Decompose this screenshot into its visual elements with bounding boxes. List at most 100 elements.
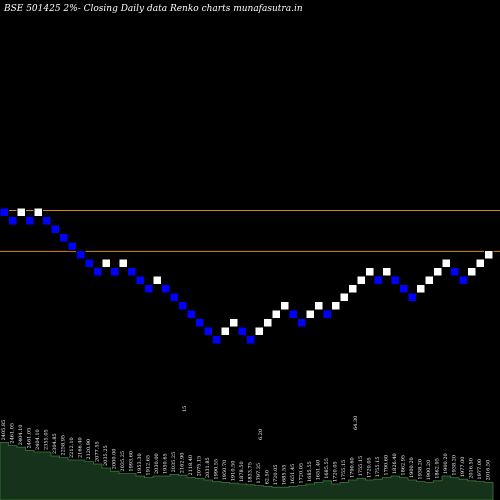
renko-brick-down (67, 241, 77, 251)
volume-label: 1685.55 (324, 458, 330, 479)
renko-brick-up (229, 318, 239, 328)
volume-label: 2075.15 (197, 456, 203, 477)
renko-brick-down (0, 207, 9, 217)
renko-brick-down (50, 224, 60, 234)
volume-label: 1950.70 (222, 460, 228, 481)
renko-brick-up (263, 318, 273, 328)
volume-label: 1862.95 (435, 458, 441, 479)
volume-label: 2461.05 (27, 428, 33, 449)
renko-brick-up (475, 258, 485, 268)
volume-area (0, 442, 494, 500)
volume-label: 2166.40 (78, 437, 84, 458)
volume-label: 1900.20 (409, 457, 415, 478)
renko-brick-down (161, 284, 171, 294)
renko-brick-down (390, 275, 400, 285)
renko-brick-down (144, 284, 154, 294)
volume-label: 1977.00 (460, 457, 466, 478)
volume-label: 1790.60 (350, 457, 356, 478)
volume-label: 1977.00 (477, 459, 483, 480)
renko-brick-up (271, 309, 281, 319)
volume-label: 1685.55 (307, 461, 313, 482)
renko-brick-up (33, 207, 43, 217)
renko-brick-up (280, 301, 290, 311)
volume-labels: 2405.85 2461.05 2404.10 2461.05 2404.10 2355.… (1, 406, 492, 486)
renko-brick-down (237, 326, 247, 336)
volume-label: 2258.95 (61, 435, 67, 456)
renko-brick-up (314, 301, 324, 311)
renko-brick-down (212, 335, 222, 345)
renko-brick-down (169, 292, 179, 302)
volume-label: 1797.35 (256, 463, 262, 484)
renko-brick-down (407, 292, 417, 302)
renko-brick-down (399, 284, 409, 294)
volume-label: 1950.65 (163, 453, 169, 474)
renko-brick-up (118, 258, 128, 268)
renko-brick-up (424, 275, 434, 285)
chart-title: BSE 501425 2%- Closing Daily data Renko … (3, 4, 303, 14)
volume-label: 2035.25 (103, 445, 109, 466)
volume-label: 1878.50 (239, 461, 245, 482)
renko-brick-up (331, 301, 341, 311)
renko-brick-down (59, 233, 69, 243)
renko-brick-up (16, 207, 26, 217)
renko-brick-down (76, 250, 86, 260)
volume-label: 1912.65 (146, 455, 152, 476)
renko-brick-down (127, 267, 137, 277)
renko-brick-up (356, 275, 366, 285)
volume-label: 1755.15 (358, 456, 364, 477)
renko-brick-down (84, 258, 94, 268)
renko-brick-up (382, 267, 392, 277)
volume-label: 1755.15 (341, 460, 347, 481)
volume-label: 2304.85 (52, 433, 58, 454)
volume-label: 1755.15 (375, 457, 381, 478)
volume-label-extra: 15 (182, 406, 188, 412)
volume-label: 1651.40 (316, 460, 322, 481)
renko-brick-up (305, 309, 315, 319)
renko-brick-up (152, 275, 162, 285)
volume-label: 1720.05 (367, 457, 373, 478)
volume-label: 2077.55 (95, 441, 101, 462)
volume-label: 2118.40 (188, 455, 194, 476)
renko-brick-down (450, 267, 460, 277)
volume-label: 2035.25 (120, 451, 126, 472)
volume-label: 2461.05 (10, 423, 16, 444)
volume-label: 1720.05 (333, 461, 339, 482)
volume-label: 1900.20 (426, 460, 432, 481)
renko-brick-down (135, 275, 145, 285)
volume-label: 2355.05 (44, 429, 50, 450)
renko-brick-down (203, 326, 213, 336)
renko-brick-down (322, 309, 332, 319)
renko-brick-down (297, 318, 307, 328)
renko-brick-up (433, 267, 443, 277)
volume-label: 2404.10 (35, 429, 41, 450)
volume-label: 62.50 (265, 470, 271, 484)
renko-brick-up (484, 250, 494, 260)
renko-brick-up (220, 326, 230, 336)
volume-label: 1990.55 (214, 459, 220, 480)
volume-label: 1833.75 (248, 462, 254, 483)
volume-label-extra: 6.20 (258, 429, 264, 440)
renko-brick-down (458, 275, 468, 285)
renko-brick-down (288, 309, 298, 319)
volume-label: 2120.90 (86, 439, 92, 460)
volume-label: 1900.20 (443, 453, 449, 474)
volume-label: 1993.60 (129, 451, 135, 472)
volume-label: 2016.50 (486, 460, 492, 481)
volume-label: 1720.05 (273, 465, 279, 486)
renko-brick-up (441, 258, 451, 268)
volume-label: 2000.00 (112, 449, 118, 470)
renko-brick-up (254, 326, 264, 336)
renko-brick-down (195, 318, 205, 328)
volume-area-path (0, 442, 494, 500)
volume-label: 1862.95 (401, 455, 407, 476)
renko-brick-up (416, 284, 426, 294)
renko-brick-up (339, 292, 349, 302)
volume-label: 2035.25 (171, 452, 177, 473)
renko-brick-down (373, 275, 383, 285)
volume-label: 1685.55 (282, 465, 288, 486)
renko-brick-up (101, 258, 111, 268)
volume-label: 1651.45 (290, 464, 296, 485)
renko-brick-down (42, 216, 52, 226)
volume-label: 1826.40 (392, 453, 398, 474)
